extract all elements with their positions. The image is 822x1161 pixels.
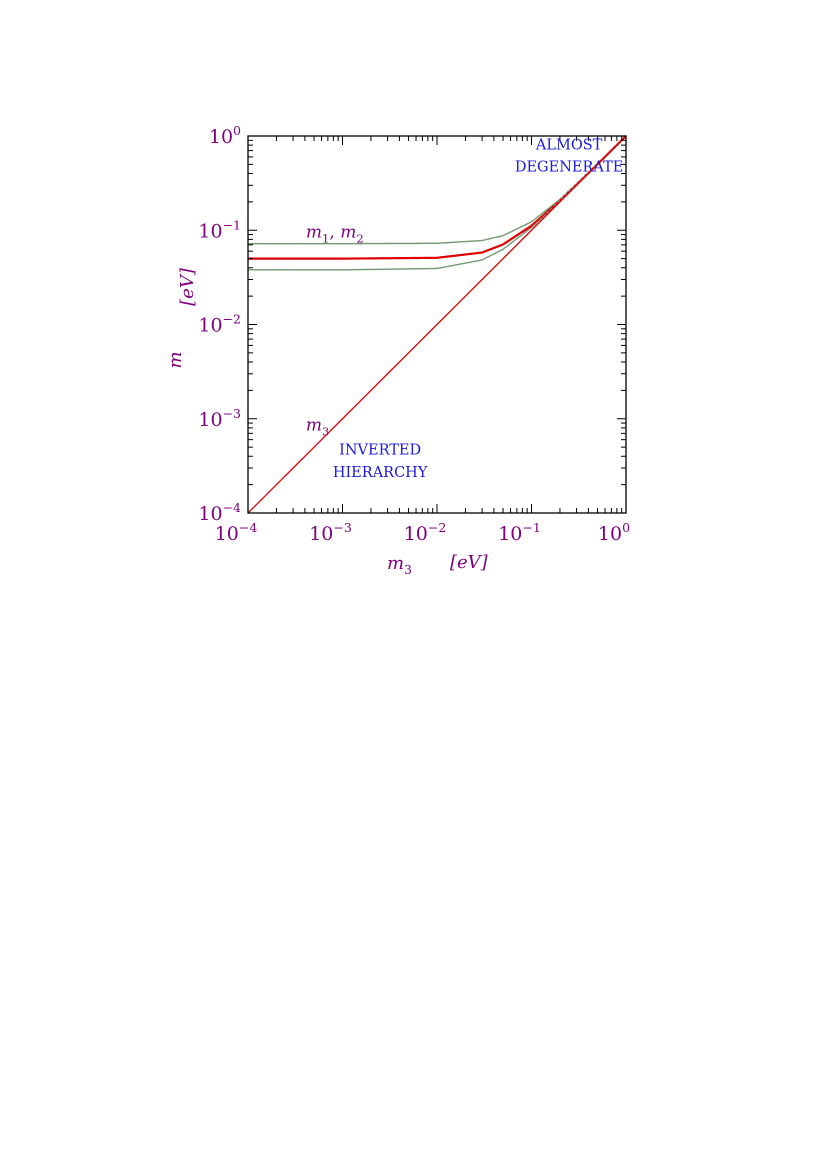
region-annotation: ALMOST	[535, 137, 603, 153]
y-axis-label: m	[165, 351, 186, 368]
y-tick-label: 10−4	[198, 500, 241, 525]
x-tick-label: 10−2	[404, 520, 447, 545]
y-tick-label: 10−1	[198, 217, 241, 242]
region-annotation: DEGENERATE	[515, 160, 624, 176]
x-tick-label: 10−1	[498, 520, 541, 545]
series-layer	[247, 135, 627, 514]
band-green-overlay	[248, 135, 627, 271]
x-tick-label: 10−4	[215, 520, 258, 545]
tick-labels: 10−4 10−3 10−2 10−1 100 10−4 10−3 10−2 10−1 100	[198, 123, 630, 545]
series-line-3	[247, 135, 627, 514]
x-tick-label: 10−3	[309, 520, 352, 545]
y-tick-label: 10−3	[198, 406, 241, 431]
y-tick-label: 100	[209, 123, 241, 148]
axis-labels: m3​ [eV] m [eV]	[165, 267, 489, 577]
curve-label-1: m3​	[306, 416, 329, 439]
region-annotation: HIERARCHY	[333, 465, 428, 481]
series-line-1	[248, 135, 627, 245]
region-annotation: INVERTED	[339, 442, 421, 458]
series-line-0	[248, 135, 627, 260]
series-line-2	[248, 135, 627, 271]
curve-labels: m1​, m2​ m3​	[306, 222, 364, 438]
annotations: ALMOST DEGENERATE INVERTED HIERARCHY	[333, 137, 624, 481]
x-axis-unit: [eV]	[450, 552, 489, 573]
axis-ticks	[247, 135, 627, 514]
y-tick-label: 10−2	[198, 312, 241, 337]
x-axis-label: m3​	[387, 553, 412, 577]
series-band-green-2	[248, 135, 627, 271]
curve-label-0: m1​, m2​	[306, 222, 364, 245]
x-tick-label: 100	[598, 520, 630, 545]
y-axis-unit: [eV]	[177, 267, 198, 306]
